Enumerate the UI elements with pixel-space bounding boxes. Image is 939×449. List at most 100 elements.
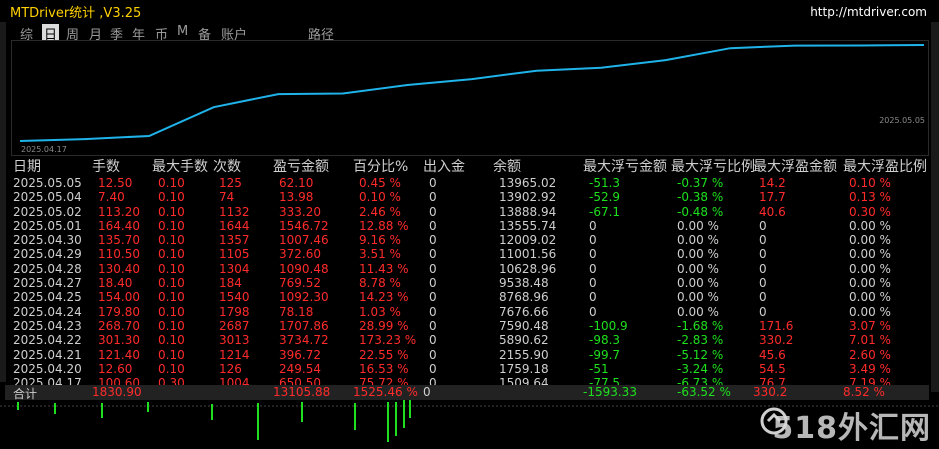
cell-pct: 0.10 % [359,190,401,205]
balance-chart-svg [19,44,925,142]
table-row: 2025.05.01 164.40 0.10 1644 1546.72 12.88 % 0 1… [11,219,927,233]
total-max-float-loss: -1593.33 [583,385,637,399]
site-url-link[interactable]: http://mtdriver.com [810,5,927,19]
balance-chart: 2025.04.17 2025.05.05 [11,40,929,156]
cell-max-float-loss: 0 [589,261,597,276]
cell-date: 2025.04.28 [13,261,82,276]
cell-max-float-loss: 0 [589,304,597,319]
cell-max-lots: 0.10 [158,261,185,276]
cell-max-float-profit-pct: 3.49 % [849,361,891,376]
cell-lots: 110.50 [98,247,140,262]
cell-pnl: 372.60 [279,247,321,262]
table-row: 2025.04.30 135.70 0.10 1357 1007.46 9.16 % 0 12… [11,233,927,247]
cell-pct: 11.43 % [359,261,409,276]
cell-inout: 0 [429,290,437,305]
cell-max-float-loss: 0 [589,290,597,305]
cell-max-float-loss-pct: 0.00 % [677,218,719,233]
left-scale-strip [0,22,6,382]
cell-pnl: 333.20 [279,204,321,219]
cell-pnl: 1707.86 [279,318,329,333]
cell-pct: 173.23 % [359,333,417,348]
tab-account[interactable]: 账户 [221,28,248,43]
tab-daily[interactable]: 日 [42,24,60,43]
cell-max-lots: 0.10 [158,304,185,319]
total-inout: 0 [423,385,431,399]
cell-max-lots: 0.10 [158,176,185,190]
cell-max-float-profit-pct: 0.13 % [849,190,891,205]
col-max-float-loss: 最大浮亏金额 [583,159,667,175]
cell-pct: 9.16 % [359,233,401,248]
cell-pnl: 769.52 [279,276,321,291]
tab-path[interactable]: 路径 [308,28,335,43]
cell-date: 2025.04.20 [13,361,82,376]
cell-max-lots: 0.10 [158,247,185,262]
cell-balance: 11001.56 [499,247,557,262]
cell-pnl: 78.18 [279,304,314,319]
cell-inout: 0 [429,176,437,190]
cell-max-float-loss-pct: 0.00 % [677,276,719,291]
table-row: 2025.04.24 179.80 0.10 1798 78.18 1.03 % 0 7676… [11,305,927,319]
tab-weekly[interactable]: 周 [66,28,80,43]
cell-balance: 7590.48 [499,318,549,333]
cell-pnl: 1007.46 [279,233,329,248]
cell-max-lots: 0.10 [158,333,185,348]
cell-pct: 2.46 % [359,204,401,219]
tab-monthly[interactable]: 月 [89,28,103,43]
cell-max-float-loss-pct: 0.00 % [677,233,719,248]
x-tick-end: 2025.05.05 [879,116,925,125]
price-chart-svg [0,400,939,442]
cell-lots: 7.40 [98,190,125,205]
daily-table-body: 2025.05.05 12.50 0.10 125 62.10 0.45 % 0 13965.… [11,176,927,390]
cell-date: 2025.04.24 [13,304,82,319]
cell-max-float-profit-pct: 2.60 % [849,347,891,362]
cell-max-float-profit: 0 [759,247,767,262]
cell-max-lots: 0.10 [158,361,185,376]
cell-max-float-loss: 0 [589,218,597,233]
cell-max-float-profit-pct: 7.01 % [849,333,891,348]
cell-max-float-loss: 0 [589,247,597,262]
table-row: 2025.04.29 110.50 0.10 1105 372.60 3.51 % 0 110… [11,247,927,261]
tab-yearly[interactable]: 年 [132,28,146,43]
cell-count: 1105 [219,247,250,262]
cell-max-float-loss-pct: -0.38 % [677,190,724,205]
cell-balance: 7676.66 [499,304,549,319]
cell-pnl: 1546.72 [279,218,329,233]
table-row: 2025.04.25 154.00 0.10 1540 1092.30 14.23 % 0 8… [11,290,927,304]
tab-notes[interactable]: 备 [198,28,212,43]
cell-balance: 13555.74 [499,218,557,233]
cell-pct: 8.78 % [359,276,401,291]
cell-max-float-profit: 0 [759,290,767,305]
cell-inout: 0 [429,233,437,248]
cell-max-float-profit-pct: 0.00 % [849,247,891,262]
cell-balance: 9538.48 [499,276,549,291]
cell-max-float-loss: -51 [589,361,609,376]
tab-summary[interactable]: 综 [20,28,34,43]
cell-date: 2025.04.25 [13,290,82,305]
tab-m[interactable]: M [177,24,189,39]
cell-balance: 12009.02 [499,233,557,248]
table-row: 2025.04.20 12.60 0.10 126 249.54 16.53 % 0 1759… [11,362,927,376]
cell-count: 1798 [219,304,250,319]
table-row: 2025.04.22 301.30 0.10 3013 3734.72 173.23 % 0… [11,333,927,347]
cell-pct: 1.03 % [359,304,401,319]
x-tick-start: 2025.04.17 [21,145,67,154]
cell-max-float-profit: 0 [759,276,767,291]
table-row: 2025.05.04 7.40 0.10 74 13.98 0.10 % 0 13902.92… [11,190,927,204]
cell-max-float-profit-pct: 0.00 % [849,290,891,305]
cell-max-lots: 0.10 [158,233,185,248]
cell-lots: 12.60 [98,361,133,376]
cell-pct: 22.55 % [359,347,409,362]
cell-pnl: 1092.30 [279,290,329,305]
cell-balance: 13965.02 [499,176,557,190]
cell-lots: 179.80 [98,304,140,319]
total-label: 合计 [13,387,38,401]
cell-max-float-loss: -52.9 [589,190,621,205]
cell-max-float-profit: 330.2 [759,333,794,348]
col-balance: 余额 [493,159,521,175]
tab-currency[interactable]: 币 [155,28,169,43]
tab-quarterly[interactable]: 季 [110,28,124,43]
total-lots: 1830.90 [92,385,142,399]
balance-line [19,44,925,142]
cell-lots: 121.40 [98,347,140,362]
cell-date: 2025.04.30 [13,233,82,248]
